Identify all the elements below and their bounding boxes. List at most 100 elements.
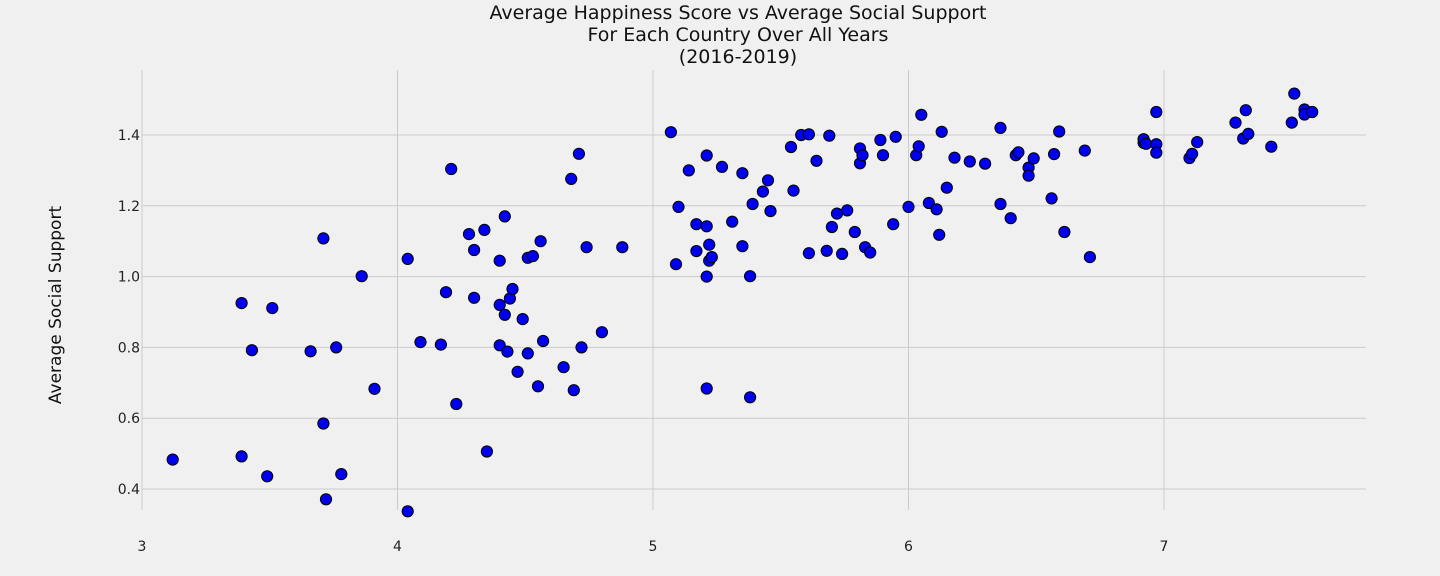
y-tick-label: 1.2	[118, 199, 140, 215]
data-point	[1027, 152, 1040, 165]
data-point	[580, 241, 593, 254]
data-point	[534, 235, 547, 248]
data-point	[1239, 104, 1252, 117]
data-point	[700, 270, 713, 283]
y-tick-label: 0.6	[118, 411, 140, 427]
x-tick-label: 7	[1160, 539, 1169, 555]
data-point	[434, 338, 447, 351]
data-point	[703, 238, 716, 251]
data-point	[1004, 212, 1017, 225]
data-point	[531, 380, 545, 393]
data-point	[810, 154, 823, 167]
data-point	[1150, 105, 1163, 119]
data-point	[317, 232, 330, 245]
data-point	[690, 218, 703, 231]
data-point	[319, 493, 333, 506]
data-point	[575, 341, 588, 354]
data-point	[825, 220, 839, 234]
x-tick-label: 6	[904, 539, 913, 555]
data-point	[557, 361, 570, 374]
data-point	[414, 336, 427, 349]
data-point	[940, 181, 953, 194]
data-point	[1288, 87, 1301, 100]
data-point	[445, 162, 458, 176]
data-point	[963, 155, 976, 168]
x-tick-label: 5	[649, 539, 658, 555]
data-point	[948, 151, 961, 164]
data-point	[478, 223, 491, 236]
data-point	[1265, 140, 1278, 153]
data-point	[802, 247, 816, 260]
data-point	[664, 126, 678, 139]
data-point	[166, 453, 179, 466]
data-point	[401, 505, 414, 518]
data-point	[1053, 125, 1066, 138]
data-point	[1012, 146, 1025, 159]
grid-lines	[141, 70, 1366, 510]
data-point	[933, 228, 946, 241]
data-point	[874, 133, 887, 147]
data-point	[705, 251, 718, 264]
data-point	[480, 445, 493, 458]
data-point	[935, 125, 948, 138]
chart-title: Average Happiness Score vs Average Socia…	[490, 2, 987, 68]
data-point	[672, 200, 685, 213]
data-point	[506, 282, 519, 296]
data-point	[787, 184, 800, 197]
data-point	[401, 252, 414, 265]
data-point	[493, 254, 506, 267]
y-tick-label: 0.8	[118, 340, 140, 356]
data-point	[1150, 146, 1163, 159]
data-point	[836, 247, 849, 260]
x-tick-label: 4	[393, 539, 402, 555]
data-point	[756, 185, 770, 198]
data-point	[450, 397, 463, 411]
data-point	[304, 345, 317, 358]
data-point	[744, 270, 757, 283]
data-point	[567, 384, 580, 397]
data-point	[1285, 116, 1298, 129]
data-point	[700, 382, 713, 395]
y-axis-label: Average Social Support	[46, 206, 66, 405]
data-point	[595, 326, 609, 339]
data-point	[355, 270, 368, 283]
x-tick-label: 3	[138, 539, 147, 555]
data-point	[235, 450, 248, 463]
data-point	[526, 250, 540, 263]
data-point	[468, 291, 481, 304]
y-axis-ticks: 0.4 0.6 0.8 1.0 1.2 1.4	[118, 128, 140, 498]
data-point	[690, 245, 703, 258]
data-point	[1242, 127, 1255, 140]
data-point	[1140, 137, 1153, 150]
data-point	[1186, 147, 1199, 160]
y-tick-label: 0.4	[118, 482, 140, 498]
data-point	[245, 344, 258, 357]
data-point	[498, 210, 511, 223]
data-point	[848, 225, 861, 239]
data-point	[1191, 136, 1204, 149]
data-point	[468, 243, 481, 257]
data-point	[761, 174, 775, 187]
data-point	[498, 308, 511, 321]
data-point	[930, 203, 943, 216]
data-point	[902, 200, 915, 213]
data-point	[864, 246, 877, 259]
data-point	[235, 297, 248, 310]
data-point	[764, 205, 777, 218]
data-point	[876, 149, 890, 162]
data-point	[516, 313, 529, 326]
y-tick-label: 1.0	[118, 270, 140, 286]
data-point	[261, 470, 274, 483]
data-point	[1229, 116, 1242, 129]
data-point	[700, 149, 713, 162]
data-point	[1306, 105, 1319, 119]
data-points	[166, 87, 1319, 518]
data-point	[889, 130, 902, 143]
data-point	[744, 391, 757, 404]
data-point	[823, 129, 836, 142]
data-point	[511, 365, 524, 378]
data-point	[616, 241, 629, 254]
data-point	[856, 149, 869, 162]
chart-title-line: (2016-2019)	[679, 46, 797, 68]
